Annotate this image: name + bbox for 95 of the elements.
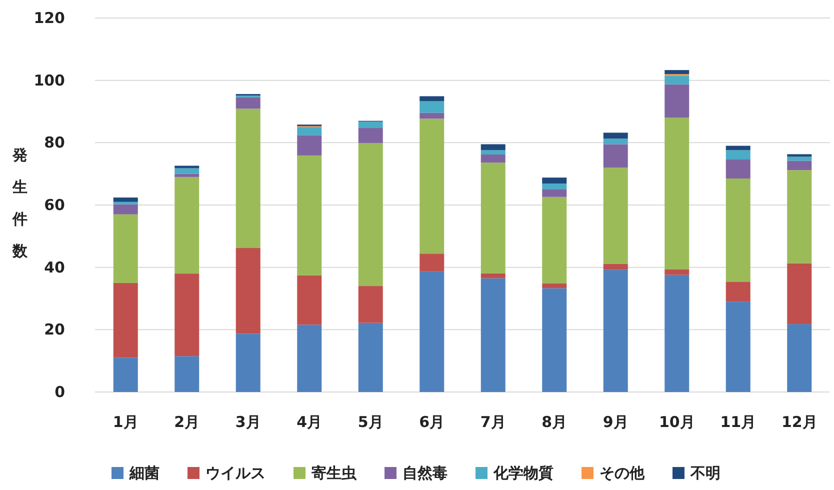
bar xyxy=(358,286,383,323)
bar xyxy=(542,183,567,190)
x-tick-label: 9月 xyxy=(602,413,628,431)
bar xyxy=(664,274,690,392)
bar xyxy=(726,302,750,392)
bar xyxy=(787,263,812,324)
bar xyxy=(603,138,628,144)
x-tick-label: 6月 xyxy=(419,413,445,431)
x-tick-label: 10月 xyxy=(658,413,695,431)
x-tick-label: 3月 xyxy=(235,413,261,431)
bar xyxy=(358,142,383,286)
y-tick-label: 80 xyxy=(44,134,65,152)
bar xyxy=(603,270,628,392)
x-tick-label: 5月 xyxy=(358,413,384,431)
bar xyxy=(787,170,812,264)
bar xyxy=(174,168,200,174)
bar xyxy=(664,76,690,84)
bar xyxy=(542,283,567,288)
bar xyxy=(664,70,690,74)
legend-label: 化学物質 xyxy=(492,464,554,482)
x-tick-label: 8月 xyxy=(542,413,568,431)
bar xyxy=(236,334,260,392)
bar xyxy=(603,144,628,168)
bar xyxy=(480,162,506,274)
y-tick-label: 0 xyxy=(54,383,65,401)
bar xyxy=(787,154,812,157)
legend-label: その他 xyxy=(600,464,646,482)
y-axis-title: 発生件数 xyxy=(12,146,28,260)
x-tick-label: 2月 xyxy=(174,413,200,431)
bar xyxy=(603,264,628,270)
bar xyxy=(726,159,750,179)
bar xyxy=(480,144,506,150)
bar xyxy=(480,150,506,155)
bar xyxy=(113,214,138,283)
bar xyxy=(297,135,322,156)
bar xyxy=(174,166,200,168)
bar xyxy=(113,204,138,214)
bar xyxy=(113,202,138,204)
bar xyxy=(297,155,322,276)
bar xyxy=(236,248,260,334)
bar xyxy=(174,176,200,274)
bar xyxy=(236,108,260,248)
bar xyxy=(358,128,383,143)
bar xyxy=(420,96,444,102)
y-tick-label: 20 xyxy=(44,320,65,339)
bar xyxy=(664,84,690,118)
bar xyxy=(297,127,322,136)
x-tick-label: 1月 xyxy=(112,413,138,431)
bar xyxy=(174,174,200,177)
bar xyxy=(542,178,567,184)
bar xyxy=(787,324,812,392)
bar xyxy=(542,189,567,197)
bar xyxy=(420,101,444,113)
x-tick-label: 12月 xyxy=(781,413,818,431)
bar xyxy=(420,254,444,272)
legend-label: 不明 xyxy=(690,464,720,482)
bar xyxy=(420,112,444,119)
bar xyxy=(297,275,322,325)
bar xyxy=(113,358,138,392)
y-tick-label: 40 xyxy=(44,258,65,276)
legend-label: 自然毒 xyxy=(402,464,448,482)
bar xyxy=(726,178,750,282)
legend-label: ウイルス xyxy=(206,464,266,482)
bar xyxy=(358,322,383,392)
bar xyxy=(726,282,750,302)
bar xyxy=(542,196,567,284)
bar xyxy=(542,288,567,392)
y-tick-label: 120 xyxy=(34,9,65,27)
bar xyxy=(420,118,444,254)
bar xyxy=(603,168,628,264)
bar xyxy=(174,274,200,356)
bar xyxy=(726,150,750,160)
bar xyxy=(113,198,138,202)
bar xyxy=(420,271,444,392)
bar xyxy=(174,356,200,392)
x-tick-label: 7月 xyxy=(480,413,506,431)
y-tick-label: 60 xyxy=(44,196,65,214)
legend-label: 寄生虫 xyxy=(312,464,358,482)
x-tick-label: 4月 xyxy=(296,413,322,431)
bar xyxy=(480,278,506,392)
bar xyxy=(664,118,690,270)
bar xyxy=(358,121,383,128)
bar xyxy=(297,324,322,392)
bar xyxy=(603,132,628,139)
bar xyxy=(236,97,260,109)
bar xyxy=(664,269,690,275)
bar xyxy=(787,156,812,161)
bar xyxy=(787,160,812,170)
bar xyxy=(113,282,138,358)
y-tick-label: 100 xyxy=(34,71,65,90)
bar xyxy=(480,273,506,278)
bar xyxy=(480,154,506,163)
bar xyxy=(726,146,750,150)
x-tick-label: 11月 xyxy=(720,413,756,431)
legend-label: 細菌 xyxy=(128,464,160,482)
